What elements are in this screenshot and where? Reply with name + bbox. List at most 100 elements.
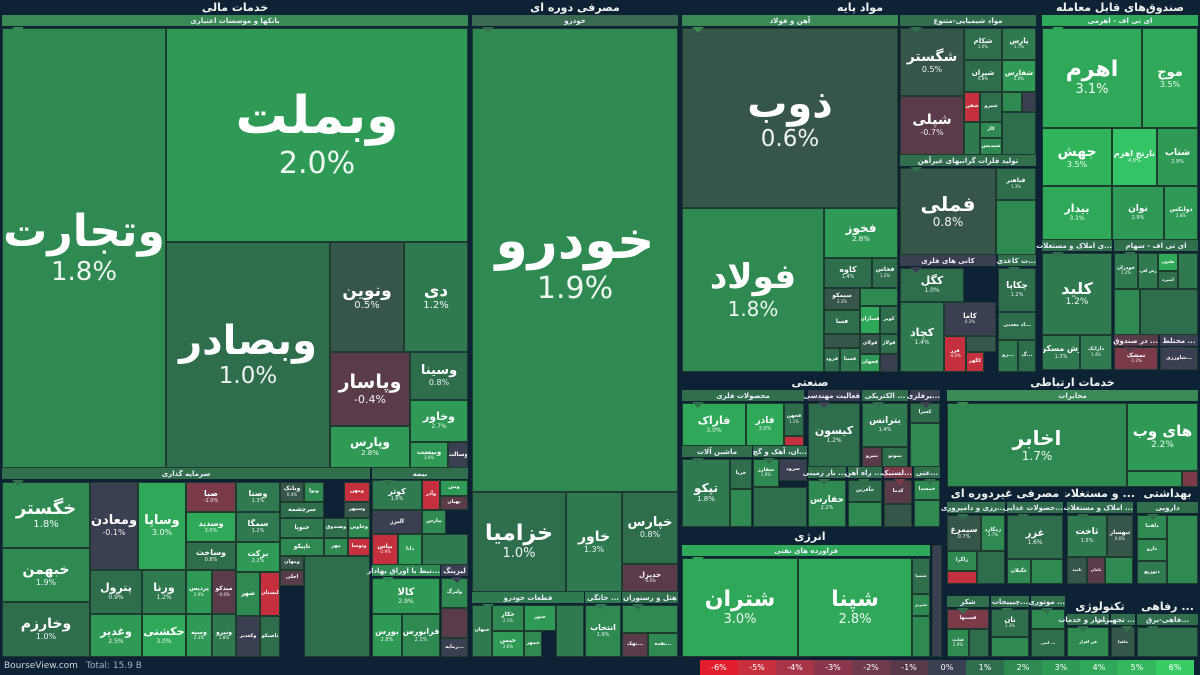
stock-tile[interactable]: بهبان (440, 496, 468, 510)
stock-tile[interactable]: ورنا 1.2% (142, 570, 186, 614)
stock-tile[interactable]: سمگا 1.2% (236, 512, 280, 542)
stock-tile[interactable] (441, 608, 468, 638)
industry-header[interactable]: ای تی اف - اهرمی (1042, 15, 1198, 33)
stock-tile[interactable]: ... لبنی (1031, 629, 1065, 657)
stock-tile[interactable] (996, 200, 1036, 255)
stock-tile[interactable]: ثبهساز 0.6% (1107, 515, 1133, 557)
stock-tile[interactable]: ونوین 0.5% (330, 242, 404, 352)
stock-tile[interactable]: شتران 3.0% (682, 558, 798, 657)
stock-tile[interactable]: وبملت 2.0% (166, 28, 468, 242)
stock-tile[interactable]: وبانک 0.4% (280, 482, 304, 502)
stock-tile[interactable] (556, 605, 584, 657)
stock-tile[interactable]: اهرم 3.1% (1042, 28, 1142, 128)
sector-title[interactable]: صنعتی (791, 376, 829, 389)
stock-tile[interactable]: حکشتی 3.0% (142, 614, 186, 657)
stock-tile[interactable]: قثابت 2.9% (947, 629, 969, 657)
industry-header[interactable]: ...ان، آهک و گچ (753, 446, 807, 464)
stock-tile[interactable] (1167, 515, 1198, 584)
sector-title[interactable]: مواد پایه (836, 1, 883, 14)
stock-tile[interactable]: کچاد 1.4% (900, 302, 944, 372)
stock-tile[interactable]: تاپیکو (280, 538, 324, 556)
stock-tile[interactable] (977, 551, 1005, 584)
stock-tile[interactable]: وبیست 3.0% (410, 442, 448, 468)
industry-header[interactable]: دارویی (1137, 502, 1198, 520)
stock-tile[interactable]: شگستر 0.5% (900, 28, 964, 96)
stock-tile[interactable]: شبریز (912, 594, 930, 616)
stock-tile[interactable]: کویر (880, 306, 898, 334)
industry-header[interactable]: ... الکتریکی (862, 390, 908, 408)
sector-title[interactable]: مصرفی دوره ای (530, 1, 620, 14)
stock-tile[interactable]: ونیرو 1.8% (212, 614, 236, 657)
industry-header[interactable]: بانکها و موسسات اعتباری (2, 15, 468, 33)
stock-tile[interactable]: ...رمایه (441, 638, 468, 657)
stock-tile[interactable]: خگستر 1.8% (2, 482, 90, 548)
stock-tile[interactable]: خزامیا 1.0% (472, 492, 566, 592)
stock-tile[interactable]: کالا 2.9% (372, 578, 440, 614)
sector-title[interactable]: تکنولوژی (1075, 600, 1125, 613)
stock-tile[interactable]: شکام 1.0% (964, 28, 1002, 60)
stock-tile[interactable]: صبا -1.0% (186, 482, 236, 512)
industry-header[interactable]: ... مختلط (1160, 335, 1198, 353)
stock-tile[interactable]: کگل 1.0% (900, 268, 964, 302)
stock-tile[interactable]: زمگارد 2.7% (981, 515, 1005, 551)
stock-tile[interactable]: فولاژ (880, 334, 898, 354)
stock-tile[interactable] (304, 556, 370, 657)
stock-tile[interactable]: ختور (524, 605, 556, 631)
sector-title[interactable]: مصرفی غیردوره ای (950, 487, 1060, 500)
stock-tile[interactable]: بورس 2.8% (372, 614, 402, 657)
industry-header[interactable]: مخابرات (947, 390, 1198, 408)
stock-tile[interactable]: غگیلان (1007, 559, 1031, 584)
sector-title[interactable]: ... و مستغلات (1065, 487, 1135, 500)
industry-header[interactable]: ...حصولات غذایی (1003, 502, 1063, 520)
stock-tile[interactable] (422, 534, 468, 565)
stock-tile[interactable]: کیسون 1.2% (808, 403, 860, 467)
industry-header[interactable]: هتل و رستوران (622, 592, 678, 610)
stock-tile[interactable]: شهر (236, 572, 260, 616)
stock-tile[interactable]: دی 1.2% (404, 242, 468, 352)
stock-tile[interactable]: برکت 2.2% (236, 542, 280, 572)
industry-header[interactable]: سرمایه گذاری (2, 468, 370, 486)
stock-tile[interactable]: وسپهر (344, 502, 370, 518)
stock-tile[interactable]: ...گ (1018, 340, 1036, 372)
stock-tile[interactable]: هامون (1158, 253, 1178, 271)
stock-tile[interactable] (1031, 559, 1063, 584)
stock-tile[interactable]: شپدیس (980, 138, 1002, 155)
industry-header[interactable]: ... راه آهن (845, 467, 882, 485)
stock-tile[interactable]: وتجارت 1.8% (2, 28, 166, 468)
sector-title[interactable]: صندوق‌های قابل معامله (1055, 1, 1185, 14)
stock-tile[interactable]: چکاپا 1.2% (998, 268, 1036, 312)
stock-tile[interactable] (1114, 289, 1140, 335)
stock-tile[interactable]: لبستان (260, 572, 280, 616)
stock-tile[interactable]: خیمن 2.6% (492, 631, 524, 657)
stock-tile[interactable]: ومعادن -0.1% (90, 482, 138, 570)
stock-tile[interactable]: خپارس 0.8% (622, 492, 678, 564)
stock-tile[interactable] (824, 334, 860, 348)
stock-tile[interactable]: دارو (1137, 539, 1167, 561)
stock-tile[interactable]: تاصیکو (260, 616, 280, 657)
sector-title[interactable]: خدمات ارتباطی (1030, 376, 1115, 389)
industry-header[interactable]: ...ی املاک و مستغلات (1036, 240, 1112, 258)
industry-header[interactable]: ...یرفلزی (907, 390, 940, 408)
stock-tile[interactable] (910, 423, 940, 467)
stock-tile[interactable]: فسازان (860, 306, 880, 334)
stock-tile[interactable]: دوایکس 2.8% (1164, 186, 1198, 240)
stock-tile[interactable] (914, 500, 940, 527)
stock-tile[interactable]: ...اد معدنی (998, 312, 1036, 340)
stock-tile[interactable]: وآذر (422, 480, 440, 510)
industry-header[interactable]: کانی های فلزی (900, 255, 996, 273)
stock-tile[interactable] (932, 545, 942, 657)
stock-tile[interactable]: خدیزل -0.6% (622, 564, 678, 592)
industry-header[interactable]: بیمه (372, 468, 468, 486)
stock-tile[interactable]: وپارس 2.8% (330, 426, 410, 468)
stock-tile[interactable]: خمهر (524, 631, 542, 657)
stock-tile[interactable]: وساخت 0.8% (186, 542, 236, 570)
stock-tile[interactable] (880, 354, 898, 372)
stock-tile[interactable]: ...نقده (648, 633, 678, 657)
stock-tile[interactable]: وخاور 2.7% (410, 400, 468, 442)
stock-tile[interactable]: شیران 0.8% (964, 60, 1002, 92)
stock-tile[interactable]: وسدید 3.0% (186, 512, 236, 542)
stock-tile[interactable]: پردیس 2.9% (186, 570, 212, 614)
industry-header[interactable]: محصولات فلزی (682, 390, 804, 408)
brand-link[interactable]: BourseView.com (4, 661, 78, 671)
stock-tile[interactable]: ...تهک (622, 633, 648, 657)
